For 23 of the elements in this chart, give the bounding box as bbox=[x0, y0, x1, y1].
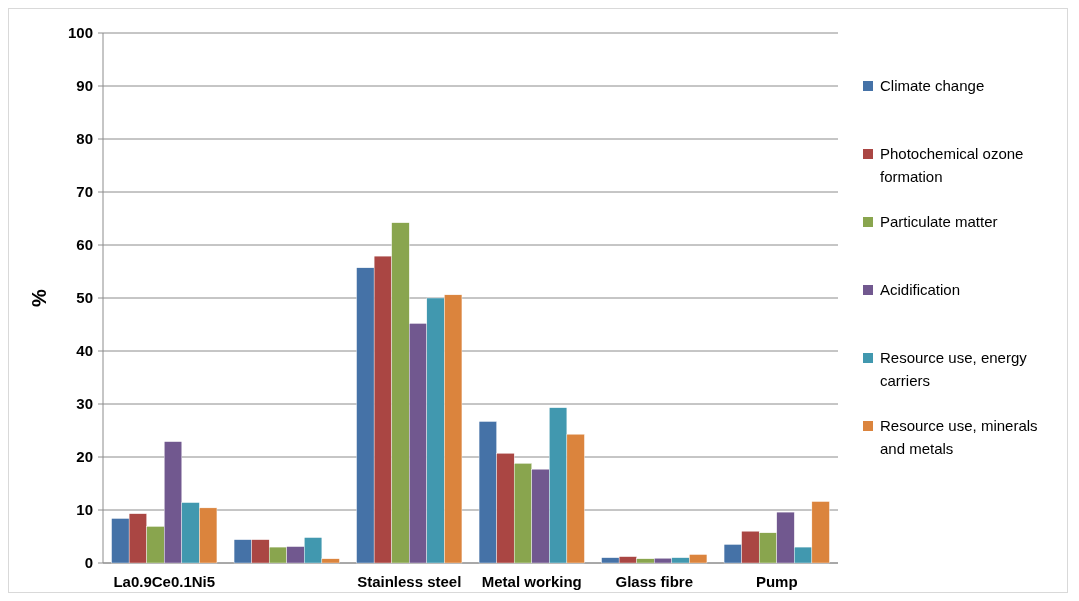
legend-label: Resource use, energy carriers bbox=[880, 349, 1028, 389]
y-tick-label: 10 bbox=[76, 501, 93, 519]
x-tick-label: Metal working bbox=[481, 573, 582, 590]
legend-label: Acidification bbox=[880, 281, 961, 299]
y-tick-label: 80 bbox=[76, 130, 93, 148]
y-tick-label: 0 bbox=[84, 554, 93, 572]
y-tick-label: 100 bbox=[67, 24, 93, 42]
y-axis-title: % bbox=[28, 288, 50, 307]
x-tick-label: Glass fibre bbox=[615, 573, 694, 590]
y-tick-label: 50 bbox=[76, 289, 93, 307]
y-tick-label: 90 bbox=[76, 77, 93, 95]
legend-label: Photochemical ozone formation bbox=[880, 145, 1024, 185]
x-tick-label: Pump bbox=[755, 573, 798, 590]
legend-label: Climate change bbox=[880, 77, 985, 95]
y-tick-label: 60 bbox=[76, 236, 93, 254]
y-tick-label: 20 bbox=[76, 448, 93, 466]
legend-label: Particulate matter bbox=[880, 213, 998, 231]
legend-label: Resource use, minerals and metals bbox=[880, 417, 1038, 457]
y-tick-label: 70 bbox=[76, 183, 93, 201]
x-tick-label: Stainless steel bbox=[357, 573, 462, 590]
x-tick-label: La0.9Ce0.1Ni5 bbox=[113, 573, 216, 590]
y-tick-label: 40 bbox=[76, 342, 93, 360]
y-tick-label: 30 bbox=[76, 395, 93, 413]
